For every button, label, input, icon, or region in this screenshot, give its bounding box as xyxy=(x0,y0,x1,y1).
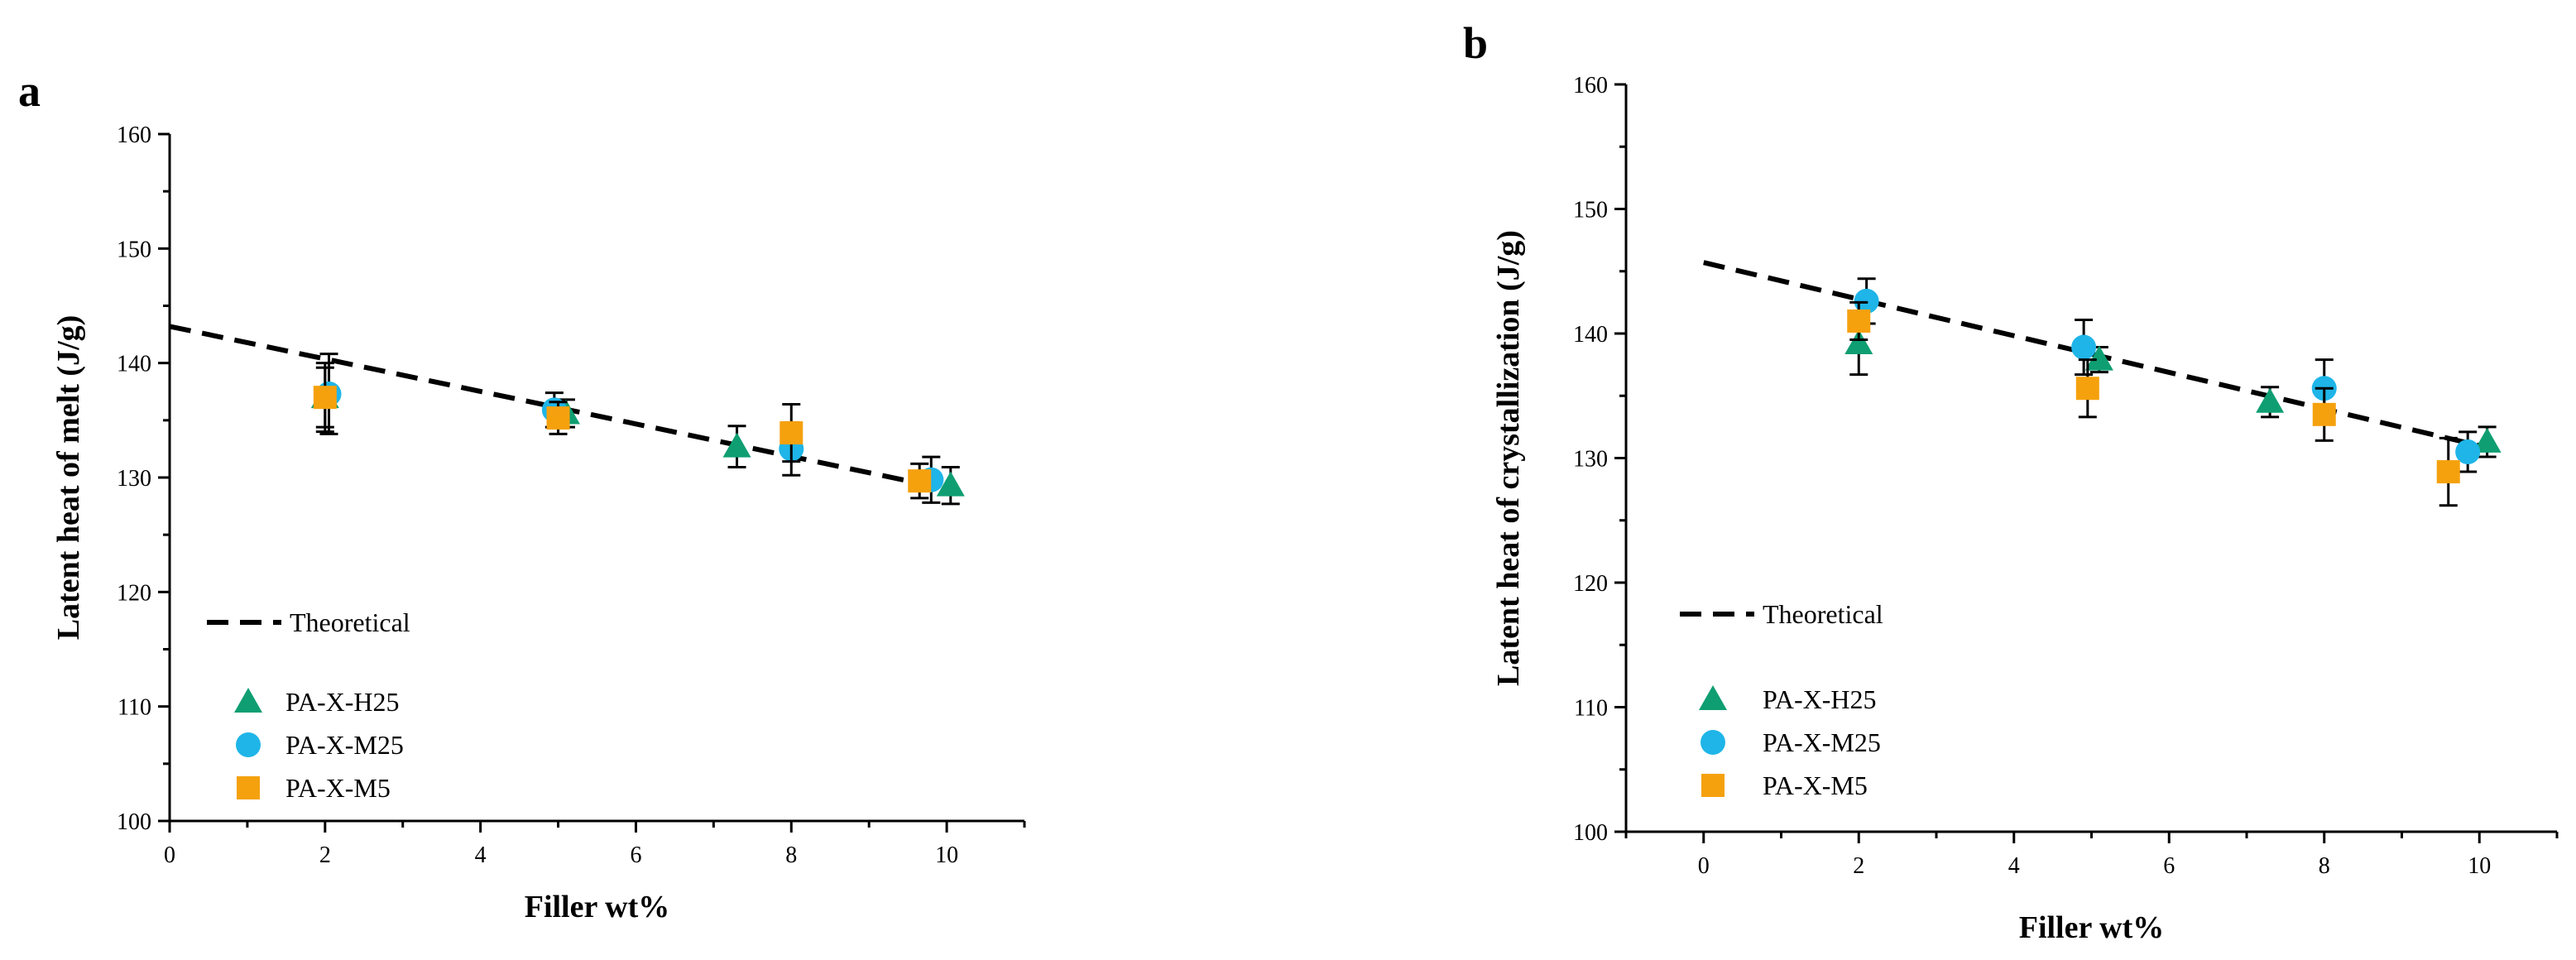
legend-swatch-m5 xyxy=(237,776,260,799)
point-m5 xyxy=(2075,377,2099,401)
y-tick-label: 130 xyxy=(1573,447,1608,473)
point-h25 xyxy=(2256,387,2285,413)
point-m5 xyxy=(780,421,804,445)
y-tick-label: 100 xyxy=(1573,820,1608,846)
point-m5 xyxy=(1847,309,1871,333)
y-tick-label: 150 xyxy=(117,237,151,262)
legend-swatch-m5 xyxy=(1701,774,1725,797)
legend-label-theoretical: Theoretical xyxy=(290,607,410,637)
panel-a: a 100 110 120 130 140 150 160 0 2 4 6 8 10 Filler wt% L… xyxy=(18,66,1026,924)
y-axis-title: Latent heat of crystallization (J/g) xyxy=(1491,230,1526,686)
point-h25 xyxy=(936,471,965,497)
legend: Theoretical PA-X-H25 PA-X-M25 PA-X-M5 xyxy=(207,607,410,803)
panel-letter: a xyxy=(18,66,41,116)
point-m25 xyxy=(2455,439,2481,464)
x-axis-title: Filler wt% xyxy=(2019,910,2165,945)
x-tick-label: 2 xyxy=(1853,853,1864,879)
x-axis-title: Filler wt% xyxy=(525,890,670,924)
legend-swatch-h25 xyxy=(1699,685,1727,710)
point-m25 xyxy=(1854,288,1879,314)
point-m5 xyxy=(313,386,337,410)
point-h25 xyxy=(1844,329,1873,355)
legend-swatch-m25 xyxy=(236,732,261,757)
y-tick-label: 140 xyxy=(117,352,151,377)
point-m5 xyxy=(546,406,570,430)
panel-b: b 100 110 120 130 140 150 160 0 2 4 6 8 10 Filler wt% L… xyxy=(1463,18,2559,945)
x-tick-label: 6 xyxy=(630,842,641,868)
y-tick-label: 120 xyxy=(117,580,151,606)
legend-label-m5: PA-X-M5 xyxy=(285,773,391,803)
x-tick-label: 0 xyxy=(164,842,175,868)
x-tick-label: 10 xyxy=(2468,853,2491,879)
legend-label-theoretical: Theoretical xyxy=(1763,599,1883,629)
x-tick-label: 0 xyxy=(1698,853,1710,879)
y-tick-label: 110 xyxy=(118,695,151,721)
point-h25 xyxy=(2084,345,2113,371)
legend-label-m5: PA-X-M5 xyxy=(1763,770,1868,800)
legend-swatch-m25 xyxy=(1701,730,1725,755)
y-tick-label: 100 xyxy=(117,809,151,835)
point-m5 xyxy=(2312,402,2336,426)
legend-swatch-h25 xyxy=(234,688,262,713)
y-axis-title: Latent heat of melt (J/g) xyxy=(51,315,86,641)
point-m25 xyxy=(2071,334,2097,360)
x-tick-label: 8 xyxy=(785,842,797,868)
legend-label-h25: PA-X-H25 xyxy=(285,687,400,717)
legend-label-m25: PA-X-M25 xyxy=(285,730,404,760)
legend: Theoretical PA-X-H25 PA-X-M25 PA-X-M5 xyxy=(1680,599,1883,800)
panel-letter: b xyxy=(1463,18,1488,68)
point-m5 xyxy=(2436,460,2460,484)
x-tick-label: 4 xyxy=(2008,853,2020,879)
point-h25 xyxy=(722,432,751,458)
y-tick-label: 160 xyxy=(1573,73,1608,98)
x-tick-label: 8 xyxy=(2319,853,2330,879)
point-m5 xyxy=(908,469,932,493)
y-tick-label: 120 xyxy=(1573,571,1608,597)
y-tick-label: 160 xyxy=(117,122,151,148)
legend-label-h25: PA-X-H25 xyxy=(1763,684,1877,714)
legend-label-m25: PA-X-M25 xyxy=(1763,727,1881,757)
x-tick-label: 2 xyxy=(319,842,331,868)
x-tick-label: 6 xyxy=(2163,853,2175,879)
point-h25 xyxy=(2473,427,2502,453)
y-tick-label: 140 xyxy=(1573,322,1608,348)
y-tick-label: 110 xyxy=(1574,696,1608,722)
x-tick-label: 10 xyxy=(935,842,958,868)
x-tick-label: 4 xyxy=(475,842,487,868)
y-tick-label: 130 xyxy=(117,466,151,492)
y-tick-label: 150 xyxy=(1573,198,1608,223)
